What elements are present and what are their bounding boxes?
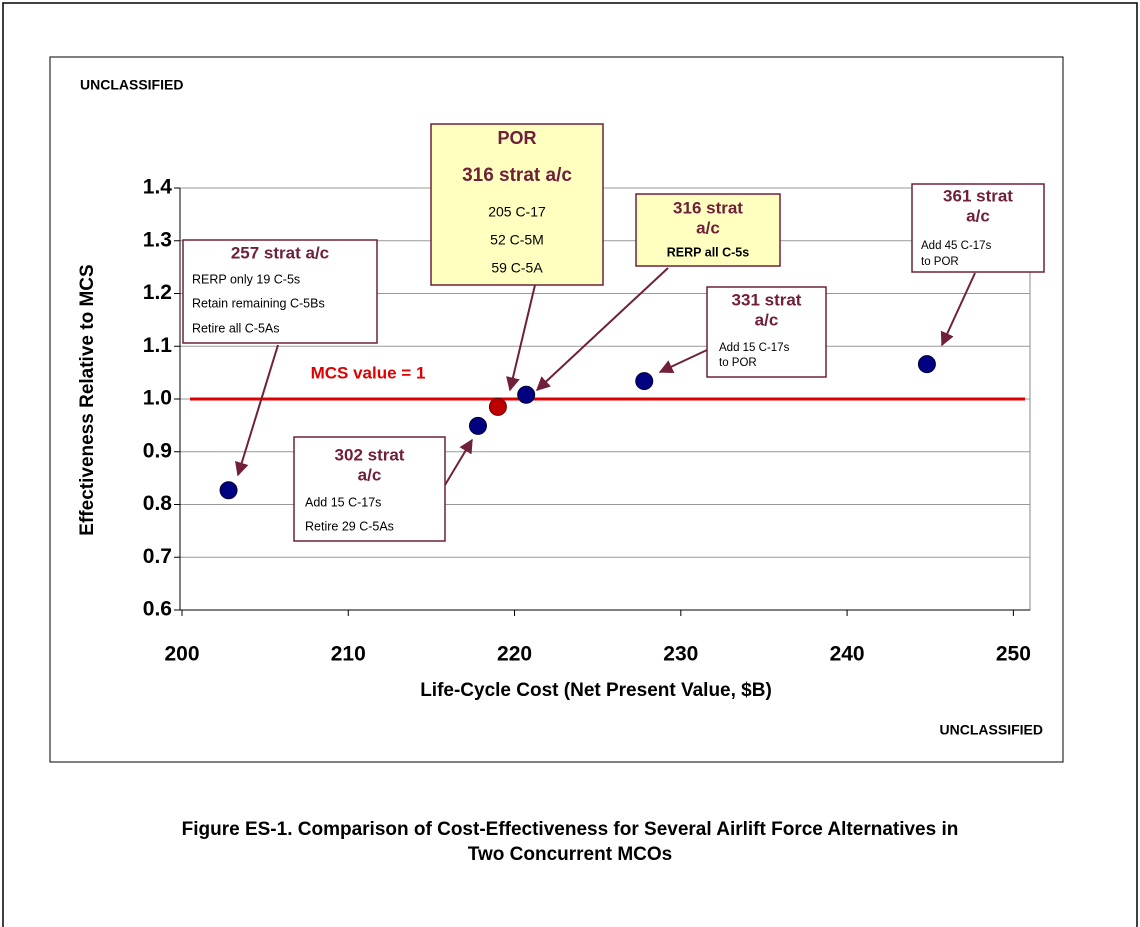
y-tick-label: 1.2 <box>143 281 172 304</box>
annotation-heading: a/c <box>696 218 720 237</box>
y-tick-label: 0.7 <box>143 545 172 568</box>
y-axis-label: Effectiveness Relative to MCS <box>77 264 98 535</box>
annotation-text: Retain remaining C-5Bs <box>192 296 325 310</box>
annotation-text: to POR <box>719 357 757 369</box>
annotation-heading: a/c <box>966 206 990 225</box>
y-tick-label: 0.9 <box>143 439 172 462</box>
annotation-heading: a/c <box>755 310 779 329</box>
annotation-text: RERP only 19 C-5s <box>192 272 300 286</box>
annotation-arrow <box>658 349 708 373</box>
annotation-text: Add 15 C-17s <box>719 342 790 354</box>
annotation-text: 59 C-5A <box>491 260 543 276</box>
y-tick-label: 0.8 <box>143 492 173 515</box>
annotation-box <box>430 123 604 286</box>
annotation-heading: POR <box>497 128 536 148</box>
annotation-text: Retire 29 C-5As <box>305 519 394 533</box>
point <box>517 385 536 404</box>
annotation-heading: 316 strat <box>673 198 743 217</box>
annotation-text: 205 C-17 <box>488 204 546 220</box>
annotation-arrow <box>535 267 669 391</box>
annotation-heading: 361 strat <box>943 186 1013 205</box>
annotation-heading: 302 strat <box>335 445 405 464</box>
annotation-text: Add 15 C-17s <box>305 495 381 509</box>
marking: UNCLASSIFIED <box>80 77 183 93</box>
annotation-arrow <box>235 344 279 477</box>
annotation-heading: a/c <box>358 465 382 484</box>
y-tick-label: 1.4 <box>143 176 173 199</box>
annotation-box <box>706 286 827 378</box>
annotation-arrow <box>444 438 473 486</box>
annotation-box <box>635 193 781 267</box>
annotation-heading: 257 strat a/c <box>231 243 329 262</box>
annotation-box <box>182 239 378 344</box>
point <box>219 481 238 500</box>
annotation-arrow <box>940 272 976 347</box>
marking: UNCLASSIFIED <box>940 722 1043 738</box>
y-tick-label: 1.0 <box>143 387 172 410</box>
x-tick-label: 230 <box>663 643 698 666</box>
point <box>468 416 487 435</box>
point <box>488 397 507 416</box>
x-tick-label: 250 <box>996 643 1031 666</box>
annotation-arrow <box>506 284 536 392</box>
y-tick-label: 1.3 <box>143 228 172 251</box>
point <box>635 372 654 391</box>
annotation-heading: 331 strat <box>732 290 802 309</box>
annotation-text: Retire all C-5As <box>192 321 280 335</box>
x-tick-label: 220 <box>497 643 532 666</box>
caption: Two Concurrent MCOs <box>468 844 672 865</box>
x-tick-label: 200 <box>164 643 199 666</box>
point <box>917 355 936 374</box>
annotation-text: 52 C-5M <box>490 232 544 248</box>
annotation-box <box>293 436 446 542</box>
x-tick-label: 210 <box>331 643 366 666</box>
y-tick-label: 0.6 <box>143 598 172 621</box>
annotation-text: RERP all C-5s <box>667 245 749 259</box>
caption: Figure ES-1. Comparison of Cost-Effectiv… <box>182 819 959 840</box>
annotation-text: Add 45 C-17s <box>921 240 992 252</box>
annotation-heading: 316 strat a/c <box>462 165 572 186</box>
annotation-box <box>911 183 1045 273</box>
x-axis-label: Life-Cycle Cost (Net Present Value, $B) <box>420 680 772 701</box>
annotation-text: to POR <box>921 256 959 268</box>
y-tick-label: 1.1 <box>143 334 173 357</box>
reference-label: MCS value = 1 <box>311 363 426 382</box>
x-tick-label: 240 <box>830 643 865 666</box>
